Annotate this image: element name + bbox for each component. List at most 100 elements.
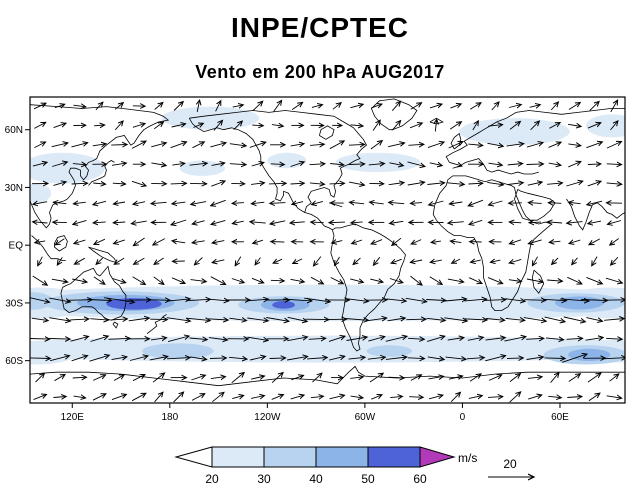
wind-vector-arrow	[588, 221, 602, 224]
shaded-region	[459, 118, 570, 146]
wind-vector-arrow	[96, 257, 104, 264]
wind-vector-arrow	[372, 120, 380, 131]
wind-vector-arrow	[604, 319, 624, 321]
wind-vector-arrow	[508, 280, 522, 282]
wind-vector-arrow	[167, 358, 190, 359]
wind-vector-arrow	[543, 299, 566, 300]
wind-vector-arrow	[287, 356, 308, 361]
wind-vector-arrow	[450, 241, 462, 243]
wind-vector-arrow	[212, 241, 225, 243]
wind-vector-arrow	[231, 278, 244, 283]
wind-vector-arrow	[572, 257, 578, 265]
wind-vector-arrow	[311, 222, 324, 223]
shaded-region	[335, 152, 421, 173]
wind-vector-arrow	[610, 100, 618, 113]
wind-vector-arrow	[232, 221, 244, 223]
wind-vector-arrow	[509, 392, 521, 403]
wind-vector-arrow	[292, 202, 304, 205]
page-title: INPE/CPTEC	[230, 12, 410, 43]
wind-vector-arrow	[508, 105, 521, 108]
wind-vector-arrow	[566, 181, 582, 187]
wind-vector-arrow	[445, 357, 466, 359]
wind-vector-arrow	[532, 256, 538, 266]
wind-vector-arrow	[94, 238, 106, 244]
wind-vector-arrow	[30, 297, 50, 302]
wind-vector-arrow	[211, 181, 225, 187]
wind-vector-arrow	[369, 373, 383, 383]
wind-vector-arrow	[232, 395, 243, 398]
wind-vector-arrow	[449, 202, 463, 204]
wind-vector-arrow	[191, 375, 205, 381]
wind-vector-arrow	[329, 222, 346, 223]
wind-vector-arrow	[606, 164, 622, 165]
wind-vector-arrow	[329, 356, 345, 361]
wind-vector-arrow	[235, 256, 242, 266]
wind-vector-arrow	[607, 220, 622, 225]
wind-vector-arrow	[54, 104, 65, 107]
wind-vector-arrow	[228, 357, 247, 359]
wind-vector-arrow	[606, 183, 622, 184]
wind-vector-arrow	[290, 222, 305, 223]
legend-tick-label: 50	[361, 472, 375, 486]
wind-vector-arrow	[233, 121, 243, 131]
x-axis-tick-label: 60E	[551, 412, 569, 423]
legend-under-arrow	[174, 446, 213, 468]
y-axis-tick-label: 60S	[5, 356, 23, 367]
wind-vector-arrow	[408, 144, 424, 145]
wind-vector-arrow	[527, 377, 542, 379]
wind-vector-arrow	[389, 163, 403, 166]
wind-vector-arrow	[484, 300, 506, 301]
wind-vector-arrow	[410, 260, 423, 262]
legend-bin	[263, 446, 317, 468]
y-axis-tick-label: EQ	[9, 241, 24, 252]
map-border	[29, 96, 626, 404]
wind-vector-arrow	[526, 279, 543, 282]
wind-vector-arrow	[452, 259, 461, 263]
wind-vector-arrow	[345, 319, 368, 321]
wind-vector-arrow	[31, 318, 48, 320]
wind-vector-arrow	[173, 102, 183, 111]
wind-vector-arrow	[189, 338, 208, 340]
wind-vector-arrow	[371, 104, 382, 108]
wind-vector-arrow	[368, 337, 384, 342]
wind-vector-arrow	[231, 373, 244, 384]
wind-vector-arrow	[131, 393, 146, 402]
wind-vector-arrow	[171, 124, 186, 127]
wind-vector-arrow	[32, 162, 47, 167]
wind-vector-arrow	[329, 141, 344, 150]
wind-vector-arrow	[186, 299, 210, 300]
wind-vector-arrow	[251, 396, 264, 399]
wind-vector-arrow	[210, 143, 226, 148]
wind-vector-arrow	[111, 394, 126, 401]
wind-vector-arrow	[528, 239, 542, 244]
coastline-path	[88, 246, 117, 264]
wind-vector-arrow	[251, 183, 264, 185]
coastline-path	[88, 160, 115, 186]
wind-vector-arrow	[192, 142, 205, 149]
wind-vector-arrow	[53, 202, 67, 203]
wind-vector-arrow	[173, 392, 184, 403]
wind-vector-arrow	[485, 338, 506, 341]
wind-vector-arrow	[193, 123, 203, 128]
wind-vector-arrow	[448, 142, 463, 149]
wind-vector-arrow	[153, 238, 166, 245]
wind-vector-arrow	[568, 124, 581, 126]
legend-bin	[367, 446, 421, 468]
wind-vector-arrow	[53, 397, 66, 398]
wind-vector-arrow	[247, 336, 269, 340]
wind-vector-arrow	[170, 142, 187, 149]
wind-vector-arrow	[250, 376, 264, 379]
wind-vector-arrow	[548, 203, 562, 204]
wind-vector-arrow	[51, 143, 68, 148]
wind-vectors	[30, 100, 625, 403]
wind-vector-arrow	[447, 279, 464, 282]
wind-vector-arrow	[54, 375, 66, 382]
wind-vector-arrow	[167, 299, 190, 301]
wind-vector-arrow	[93, 183, 105, 184]
wind-vector-arrow	[293, 258, 303, 264]
coastline-path	[514, 189, 556, 221]
wind-vector-arrow	[152, 373, 165, 383]
coastline-path	[445, 108, 625, 163]
coastline-path	[112, 321, 119, 329]
wind-vector-arrow	[366, 318, 387, 321]
